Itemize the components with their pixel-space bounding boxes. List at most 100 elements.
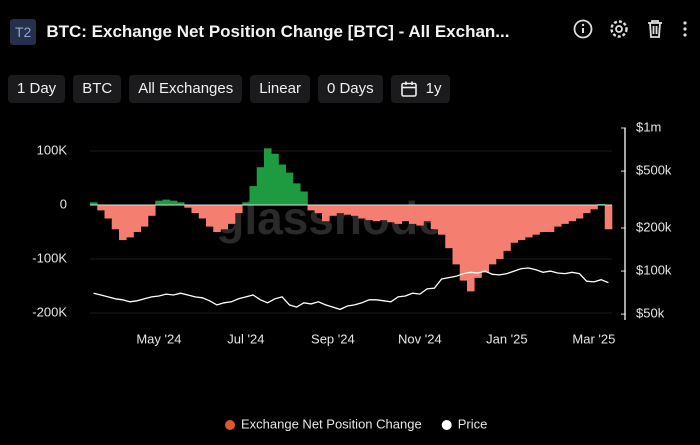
bar <box>539 204 548 232</box>
button-label: BTC <box>82 80 113 97</box>
bar <box>590 204 598 210</box>
bar <box>380 204 388 221</box>
bar <box>532 204 540 235</box>
bar <box>517 204 526 241</box>
button-label: All Exchanges <box>138 80 234 97</box>
toolbar: 1 Day BTC All Exchanges Linear 0 Days 1y <box>8 75 451 103</box>
bar <box>554 204 562 227</box>
bar <box>445 204 453 249</box>
toolbar-button[interactable]: 1y <box>390 75 451 103</box>
y2-tick-label: $200k <box>636 219 672 234</box>
bar <box>256 167 265 205</box>
price-line <box>93 267 609 311</box>
bar <box>227 204 236 224</box>
bar <box>416 204 424 226</box>
toolbar-button[interactable]: All Exchanges <box>129 75 243 103</box>
bar <box>242 202 250 205</box>
bar <box>162 199 171 205</box>
bar <box>314 204 323 214</box>
bar <box>604 204 613 230</box>
bar <box>140 204 149 227</box>
bar <box>401 204 410 222</box>
bar <box>104 204 113 219</box>
bar <box>119 204 127 241</box>
bar <box>546 204 555 232</box>
bar <box>575 204 584 219</box>
x-tick-label: Jan '25 <box>486 331 528 346</box>
y-tick-label: 0 <box>60 196 67 211</box>
y2-tick-label: $500k <box>636 163 672 178</box>
button-label: 1y <box>425 80 442 97</box>
bar <box>438 204 446 235</box>
bar <box>452 204 461 265</box>
bar <box>409 204 417 224</box>
y-tick-label: -200K <box>32 304 67 319</box>
header: T2 BTC: Exchange Net Position Change [BT… <box>10 18 509 46</box>
y-tick-label: -100K <box>32 250 67 265</box>
y2-tick-label: $50k <box>636 306 665 321</box>
bar <box>351 204 359 216</box>
bar <box>488 204 497 265</box>
settings-icon[interactable] <box>608 18 630 40</box>
bar <box>365 204 374 221</box>
bar <box>496 204 504 259</box>
x-tick-label: Nov '24 <box>398 331 442 346</box>
bar <box>467 204 475 292</box>
info-icon[interactable] <box>572 18 594 40</box>
button-label: Linear <box>259 80 301 97</box>
bar <box>293 183 301 205</box>
x-tick-label: May '24 <box>136 331 181 346</box>
y-tick-label: 100K <box>37 142 68 157</box>
bar <box>525 204 533 238</box>
bar <box>597 203 606 205</box>
button-label: 0 Days <box>326 80 374 97</box>
toolbar-button[interactable]: 1 Day <box>8 75 66 103</box>
bar <box>184 204 192 208</box>
badge: T2 <box>10 19 37 45</box>
x-tick-label: Sep '24 <box>311 331 355 346</box>
x-tick-label: Mar '25 <box>572 331 615 346</box>
bar <box>329 204 337 216</box>
bar <box>300 191 308 205</box>
legend-swatch <box>441 420 452 430</box>
bar <box>568 204 577 222</box>
x-tick-label: Jul '24 <box>227 331 264 346</box>
bar <box>481 204 490 273</box>
bar <box>155 200 163 205</box>
bar <box>97 204 105 211</box>
bar <box>249 186 258 205</box>
y2-tick-label: $1m <box>636 119 661 134</box>
header-icons <box>572 18 690 40</box>
delete-icon[interactable] <box>644 18 666 40</box>
bar <box>111 204 120 230</box>
bar <box>126 204 134 238</box>
bar <box>343 204 352 215</box>
bar <box>387 204 395 223</box>
bar <box>191 204 200 214</box>
bar <box>177 202 185 205</box>
bar <box>372 204 381 222</box>
bar <box>198 204 207 219</box>
bar <box>423 204 432 222</box>
bar <box>235 204 243 214</box>
toolbar-button[interactable]: Linear <box>250 75 310 103</box>
bar <box>307 204 316 211</box>
toolbar-button[interactable]: 0 Days <box>317 75 383 103</box>
bar <box>213 204 221 232</box>
y2-tick-label: $100k <box>636 263 672 278</box>
bar <box>133 204 142 232</box>
bar <box>561 204 569 224</box>
legend-label: Price <box>458 416 488 431</box>
bar <box>583 204 591 214</box>
toolbar-button[interactable]: BTC <box>73 75 122 103</box>
bar <box>169 200 178 205</box>
bar <box>394 204 403 224</box>
bar <box>474 204 482 278</box>
bar <box>358 204 366 219</box>
bar <box>264 148 272 205</box>
bar <box>459 204 468 281</box>
menu-icon[interactable] <box>680 18 690 40</box>
legend-swatch <box>225 420 235 430</box>
legend-label: Exchange Net Position Change <box>241 416 422 431</box>
